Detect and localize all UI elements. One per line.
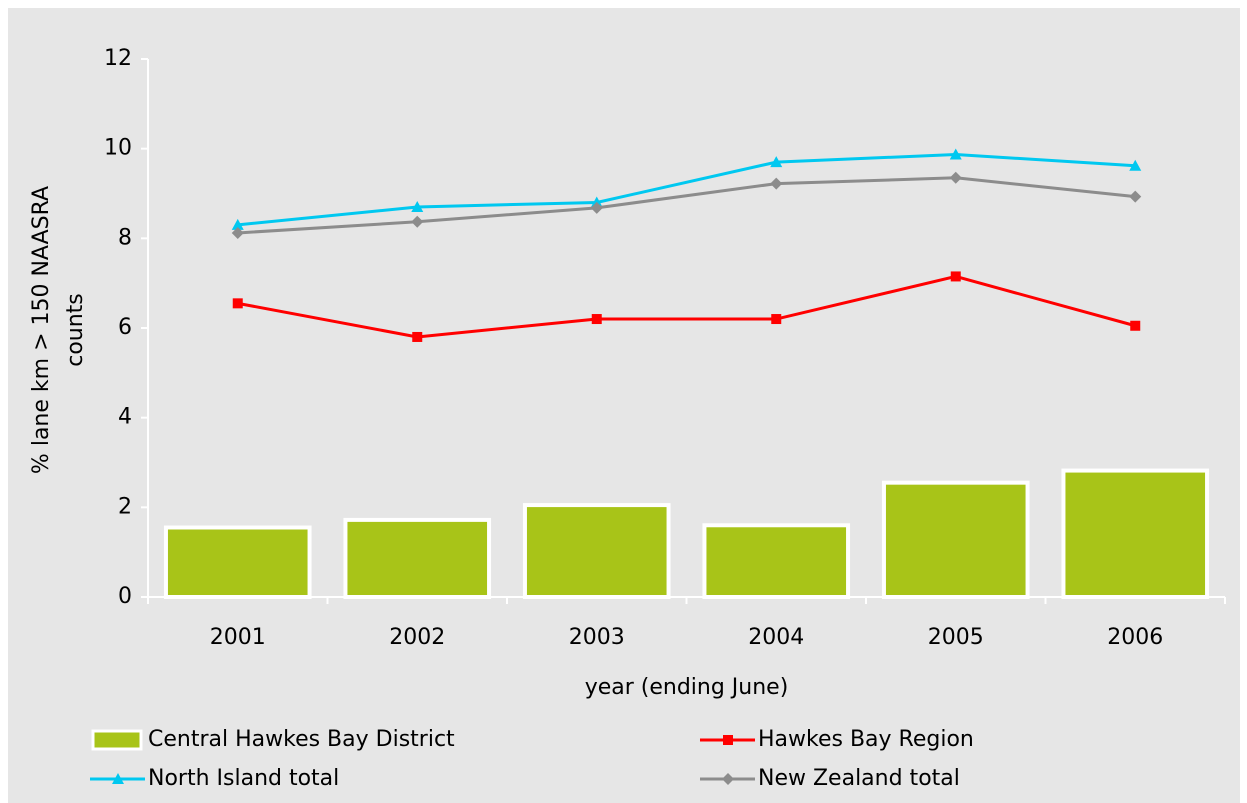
point: [771, 314, 782, 325]
point: [1129, 190, 1142, 203]
point: [590, 201, 603, 214]
y-tick-label: 12: [104, 46, 132, 71]
chart-background: [8, 8, 1240, 803]
point: [770, 177, 783, 190]
bar: [163, 525, 312, 600]
legend-marker: [722, 773, 734, 785]
legend-swatch: [91, 729, 143, 751]
y-tick-label: 0: [118, 584, 132, 609]
x-tick-label: 2002: [389, 625, 445, 650]
legend-label: Central Hawkes Bay District: [148, 727, 455, 752]
point: [412, 331, 423, 342]
y-tick-label: 10: [104, 136, 132, 161]
bar: [1061, 468, 1210, 600]
x-tick-label: 2006: [1107, 625, 1163, 650]
point: [949, 171, 962, 184]
legend-marker: [112, 773, 124, 784]
y-tick-label: 6: [118, 315, 132, 340]
x-tick-label: 2005: [928, 625, 984, 650]
point: [411, 215, 424, 228]
point: [1130, 320, 1141, 331]
y-axis-label: % lane km > 150 NAASRA: [29, 186, 54, 474]
bar: [343, 517, 492, 599]
point: [232, 298, 243, 309]
bar: [702, 523, 851, 599]
point: [949, 148, 962, 160]
point: [411, 200, 424, 212]
x-axis-label: year (ending June): [585, 675, 789, 700]
bar: [881, 480, 1030, 599]
legend-marker: [723, 735, 733, 745]
x-tick-label: 2001: [210, 625, 266, 650]
y-tick-label: 2: [118, 494, 132, 519]
point: [770, 156, 783, 168]
line-series: [237, 152, 1136, 227]
bar: [522, 503, 671, 600]
point: [950, 271, 961, 282]
point: [231, 218, 244, 230]
point: [1129, 159, 1142, 171]
y-tick-label: 4: [118, 405, 132, 430]
point: [591, 314, 602, 325]
x-tick-label: 2003: [569, 625, 625, 650]
legend-label: Hawkes Bay Region: [758, 727, 974, 752]
x-tick-label: 2004: [748, 625, 804, 650]
line-series: [237, 274, 1136, 339]
line-series: [237, 176, 1136, 235]
y-tick-label: 8: [118, 225, 132, 250]
legend-label: North Island total: [148, 766, 339, 791]
legend-label: New Zealand total: [758, 766, 960, 791]
point: [231, 226, 244, 239]
y-axis-label: counts: [63, 293, 88, 367]
